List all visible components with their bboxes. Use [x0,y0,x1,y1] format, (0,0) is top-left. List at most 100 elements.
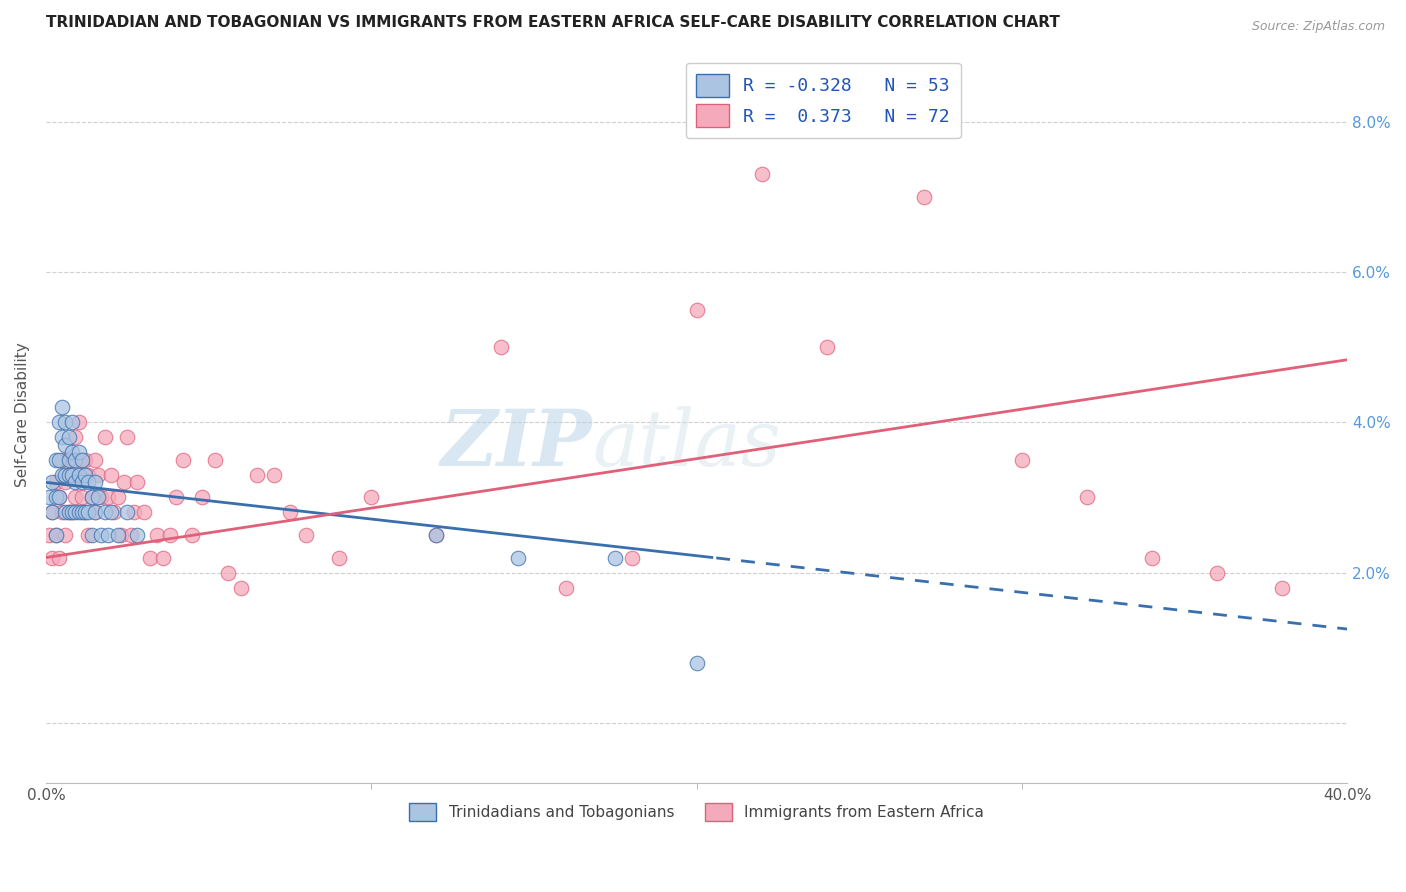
Point [90,491,112,505]
Point [181,528,204,542]
Point [51,453,73,467]
Point [73,467,96,482]
Point [45,453,67,467]
Point [70,475,93,490]
Point [87,467,110,482]
Point [90,528,112,542]
Point [191,491,214,505]
Point [65,505,87,519]
Point [83,505,105,519]
Point [80,491,103,505]
Point [45,475,67,490]
Point [1011,453,1033,467]
Point [125,475,148,490]
Point [425,528,447,542]
Point [107,528,129,542]
Point [685,656,707,670]
Point [112,475,135,490]
Point [117,430,139,444]
Point [100,505,122,519]
Point [122,505,145,519]
Point [55,467,77,482]
Point [60,445,83,459]
Point [605,550,627,565]
Point [65,475,87,490]
Point [45,528,67,542]
Point [38,528,60,542]
Point [48,550,70,565]
Point [67,505,90,519]
Point [77,528,100,542]
Point [93,505,115,519]
Point [73,505,96,519]
Point [328,550,350,565]
Point [41,505,63,519]
Point [73,505,96,519]
Point [263,467,285,482]
Point [80,528,103,542]
Point [51,401,73,415]
Point [55,505,77,519]
Point [67,467,90,482]
Legend: Trinidadians and Tobagonians, Immigrants from Eastern Africa: Trinidadians and Tobagonians, Immigrants… [404,797,990,827]
Point [60,505,83,519]
Point [685,302,707,317]
Y-axis label: Self-Care Disability: Self-Care Disability [15,343,30,487]
Point [48,415,70,429]
Point [58,453,80,467]
Point [45,528,67,542]
Point [60,467,83,482]
Point [65,491,87,505]
Point [217,566,239,580]
Point [425,528,447,542]
Point [295,528,318,542]
Point [83,475,105,490]
Text: atlas: atlas [592,406,782,483]
Point [67,467,90,482]
Point [58,505,80,519]
Point [51,467,73,482]
Text: ZIP: ZIP [441,406,592,483]
Point [278,505,301,519]
Point [125,528,148,542]
Point [51,430,73,444]
Point [55,415,77,429]
Point [77,475,100,490]
Point [1271,581,1294,595]
Point [83,505,105,519]
Point [360,491,382,505]
Point [100,467,122,482]
Point [912,190,935,204]
Point [48,491,70,505]
Point [620,550,643,565]
Point [67,445,90,459]
Point [172,453,194,467]
Point [87,491,110,505]
Point [51,505,73,519]
Point [41,550,63,565]
Point [83,453,105,467]
Point [815,340,838,354]
Point [97,491,120,505]
Point [48,453,70,467]
Point [107,491,129,505]
Point [55,475,77,490]
Point [491,340,513,354]
Point [67,415,90,429]
Point [1206,566,1229,580]
Point [58,467,80,482]
Point [139,550,162,565]
Point [70,453,93,467]
Point [77,467,100,482]
Text: Source: ZipAtlas.com: Source: ZipAtlas.com [1251,20,1385,33]
Point [60,505,83,519]
Point [110,528,132,542]
Point [58,505,80,519]
Text: TRINIDADIAN AND TOBAGONIAN VS IMMIGRANTS FROM EASTERN AFRICA SELF-CARE DISABILIT: TRINIDADIAN AND TOBAGONIAN VS IMMIGRANTS… [46,15,1060,30]
Point [555,581,578,595]
Point [41,475,63,490]
Point [48,491,70,505]
Point [159,528,181,542]
Point [231,581,253,595]
Point [77,505,100,519]
